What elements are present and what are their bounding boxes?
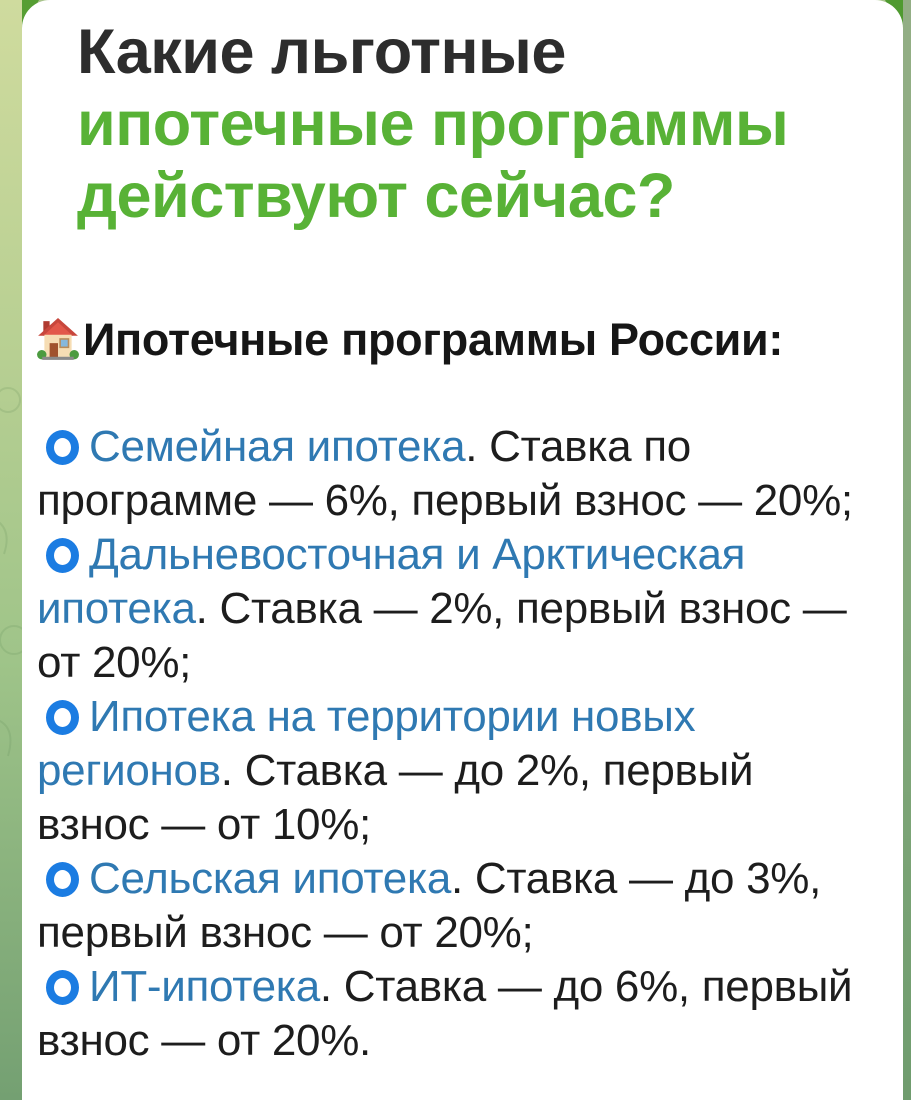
item-link[interactable]: Ипотека на территории новых регионов	[37, 692, 696, 795]
blue-circle-bullet-icon	[46, 970, 79, 1005]
item-text: . Ставка — 2%, первый взнос — от 20%;	[37, 584, 847, 687]
blue-circle-bullet-icon	[46, 700, 79, 735]
message-card: Какие льготные ипотечные программы дейст…	[22, 0, 903, 1100]
item-text: . Ставка по программе — 6%, первый взнос…	[37, 422, 853, 525]
list-item: Ипотека на территории новых регионов. Ст…	[37, 690, 885, 852]
poster-title-line-3: действуют сейчас?	[77, 161, 675, 231]
item-link[interactable]: Семейная ипотека	[89, 422, 466, 471]
blue-circle-bullet-icon	[46, 538, 79, 573]
poster-title-line-1: Какие льготные	[77, 17, 566, 87]
section-heading: Ипотечные программы России:	[37, 312, 885, 368]
chat-background-left	[0, 0, 28, 1100]
poster-title: Какие льготные ипотечные программы дейст…	[22, 16, 903, 232]
item-link[interactable]: ИТ-ипотека	[89, 962, 320, 1011]
item-text: . Ставка — до 3%, первый взнос — от 20%;	[37, 854, 821, 957]
list-item: Дальневосточная и Арктическая ипотека. С…	[37, 528, 885, 690]
background-doodles	[0, 387, 28, 757]
item-text: . Ставка — до 2%, первый взнос — от 10%;	[37, 746, 754, 849]
item-text: . Ставка — до 6%, первый взнос — от 20%.	[37, 962, 853, 1065]
list-item: ИТ-ипотека. Ставка — до 6%, первый взнос…	[37, 960, 885, 1068]
blue-circle-bullet-icon	[46, 862, 79, 897]
house-with-garden-emoji-icon	[37, 318, 79, 360]
section-heading-text: Ипотечные программы России:	[83, 314, 784, 365]
program-list: Семейная ипотека. Ставка по программе — …	[37, 420, 885, 1068]
message-body: Ипотечные программы России: Семейная ипо…	[22, 312, 903, 1068]
list-item: Семейная ипотека. Ставка по программе — …	[37, 420, 885, 528]
blue-circle-bullet-icon	[46, 430, 79, 465]
item-link[interactable]: Дальневосточная и Арктическая ипотека	[37, 530, 746, 633]
poster-title-line-2: ипотечные программы	[77, 89, 789, 159]
item-link[interactable]: Сельская ипотека	[89, 854, 452, 903]
list-item: Сельская ипотека. Ставка — до 3%, первый…	[37, 852, 885, 960]
chat-background-right	[903, 0, 911, 1100]
